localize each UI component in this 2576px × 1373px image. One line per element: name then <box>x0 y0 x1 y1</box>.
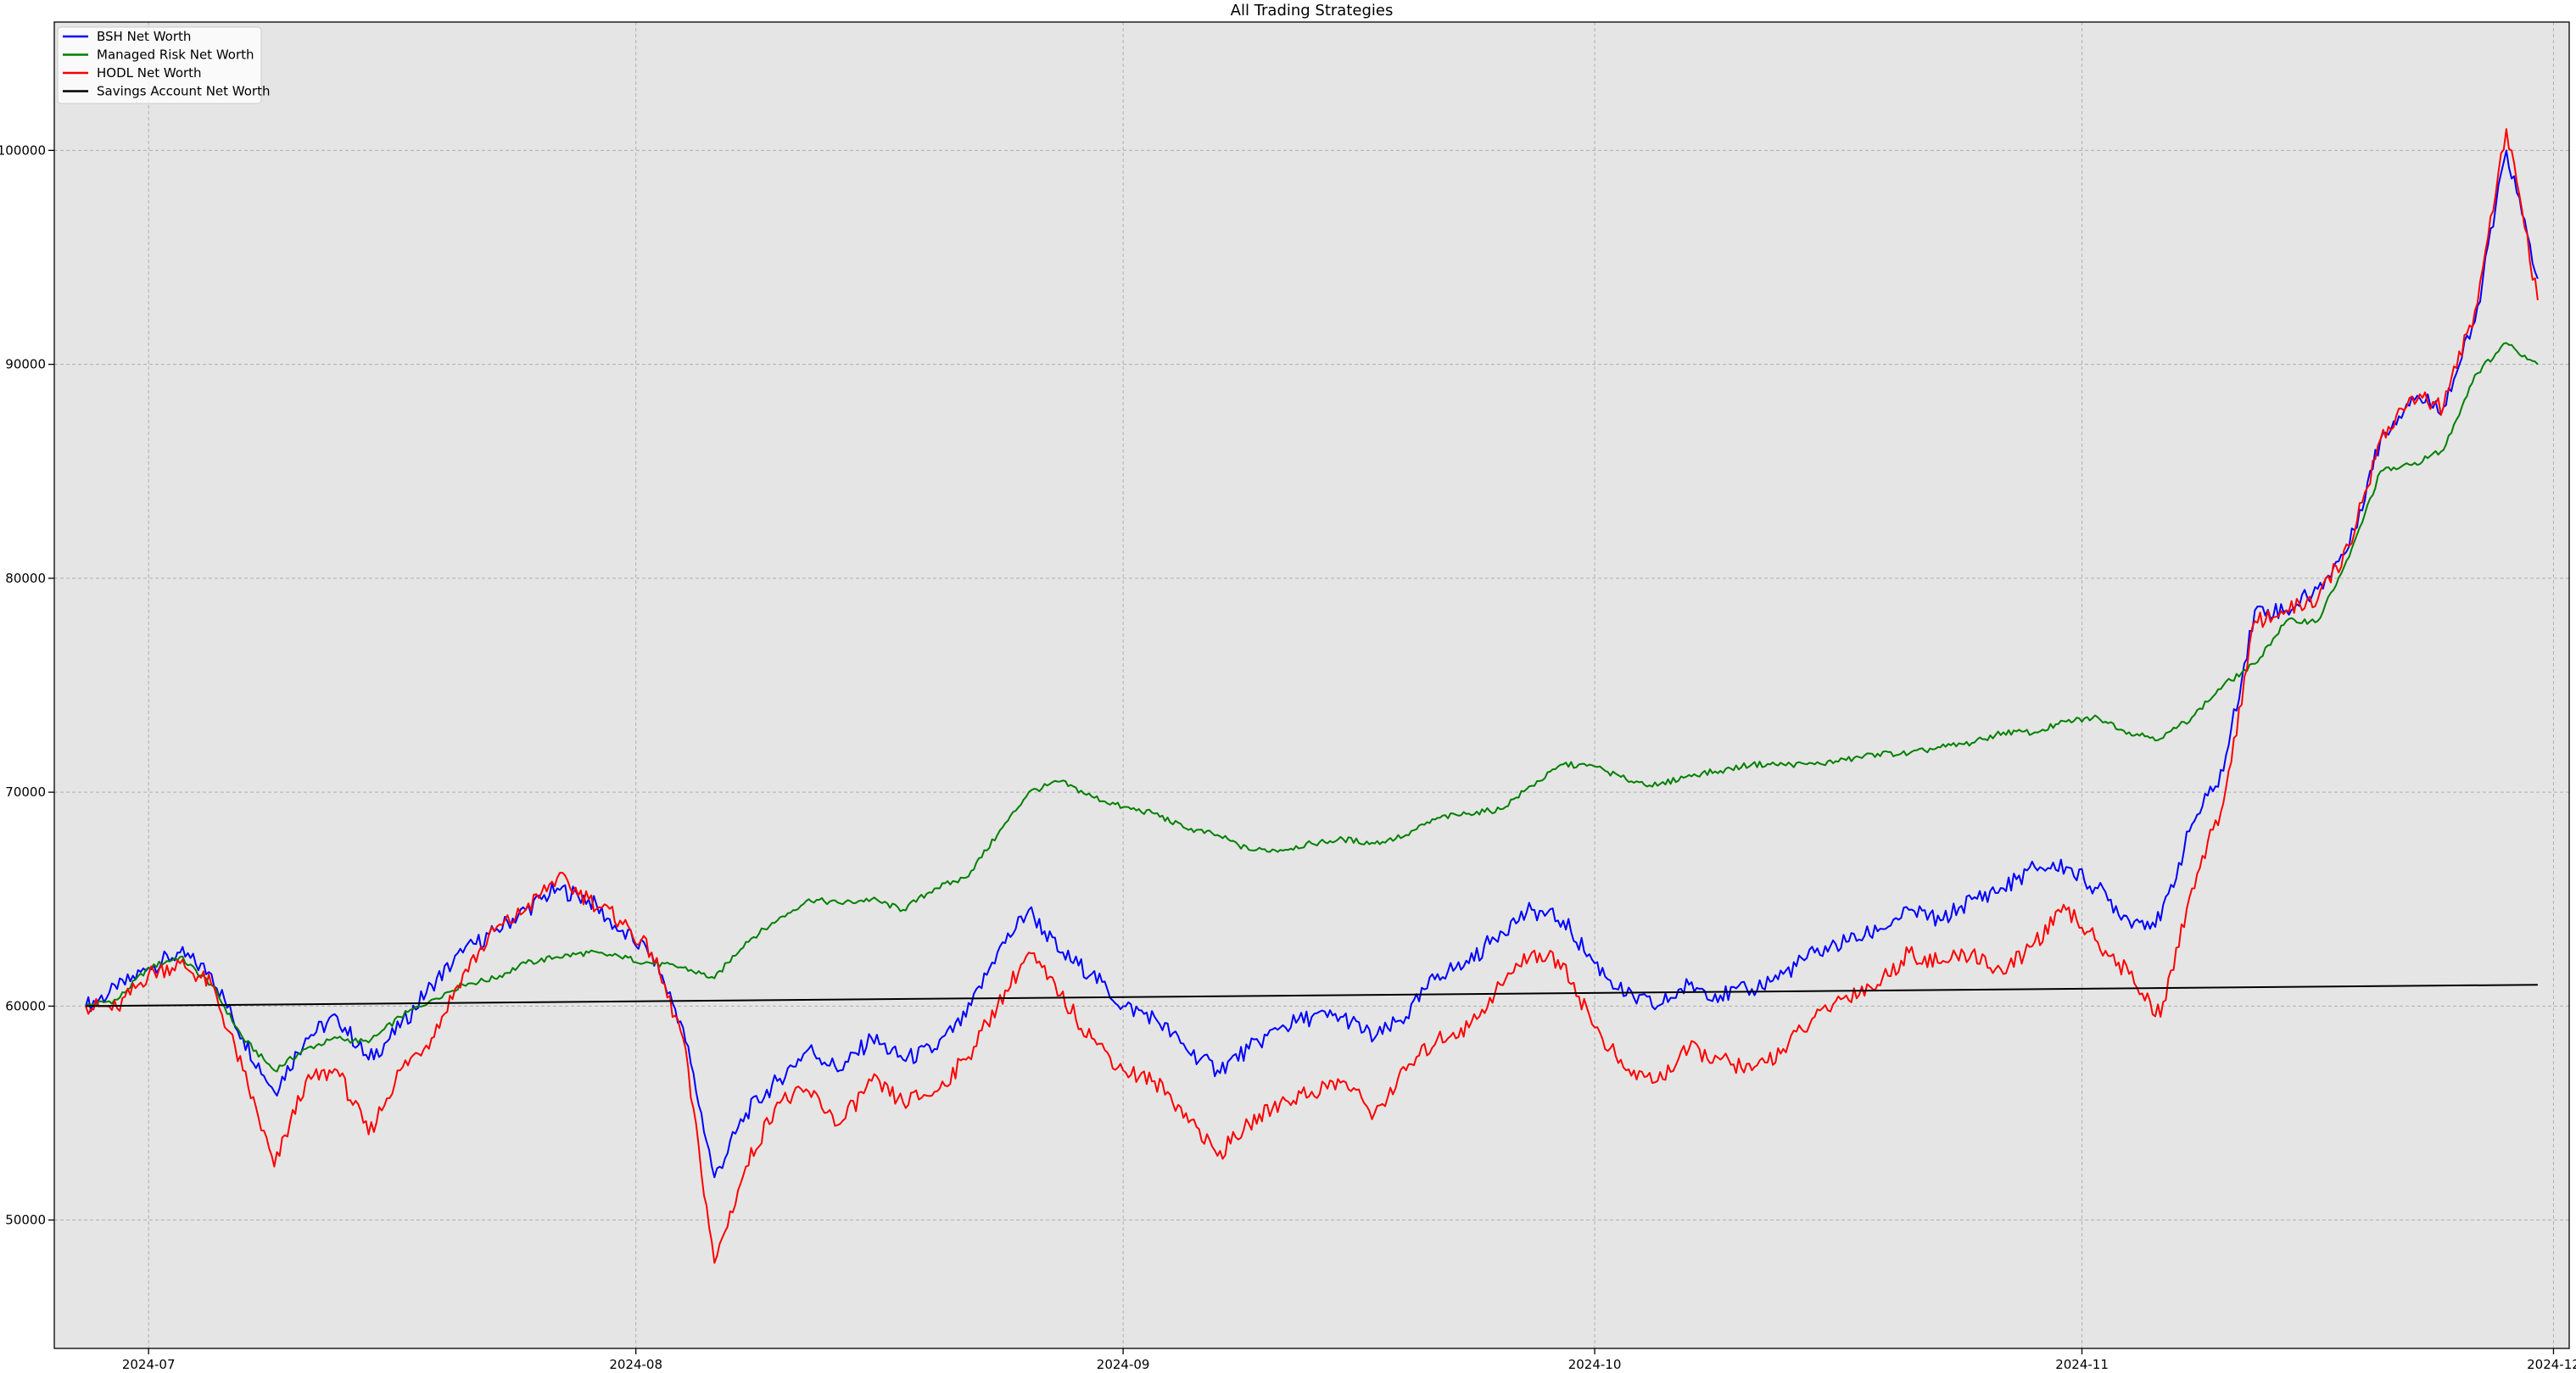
plot-area <box>54 22 2569 1348</box>
y-tick-label: 90000 <box>5 357 46 372</box>
x-tick-label: 2024-11 <box>2055 1357 2109 1372</box>
x-tick-label: 2024-12 <box>2527 1357 2576 1372</box>
series-line <box>85 342 2539 1073</box>
y-tick-label: 70000 <box>5 784 46 800</box>
legend-label: HODL Net Worth <box>97 65 202 81</box>
series-lines <box>85 128 2539 1264</box>
x-tick-label: 2024-08 <box>609 1357 662 1372</box>
grid-lines <box>54 22 2569 1348</box>
y-tick-label: 80000 <box>5 571 46 586</box>
x-tick-label: 2024-09 <box>1097 1357 1150 1372</box>
y-tick-label: 60000 <box>5 998 46 1013</box>
chart-title: All Trading Strategies <box>1231 2 1394 20</box>
plot-frame <box>53 21 2570 1349</box>
legend: BSH Net Worth Managed Risk Net Worth HODL … <box>57 26 271 104</box>
series-line <box>85 128 2539 1264</box>
y-tick-label: 100000 <box>0 142 46 158</box>
legend-box <box>57 26 262 104</box>
x-tick-label: 2024-07 <box>122 1357 176 1372</box>
series-line <box>86 984 2538 1007</box>
legend-label: Managed Risk Net Worth <box>97 47 254 63</box>
legend-label: BSH Net Worth <box>97 29 191 44</box>
x-tick-label: 2024-10 <box>1568 1357 1622 1372</box>
axis-ticks: 2024-07 2024-08 2024-09 2024-10 2024-11 2024-… <box>0 142 2576 1372</box>
y-tick-label: 50000 <box>5 1213 46 1228</box>
legend-label: Savings Account Net Worth <box>97 84 271 99</box>
